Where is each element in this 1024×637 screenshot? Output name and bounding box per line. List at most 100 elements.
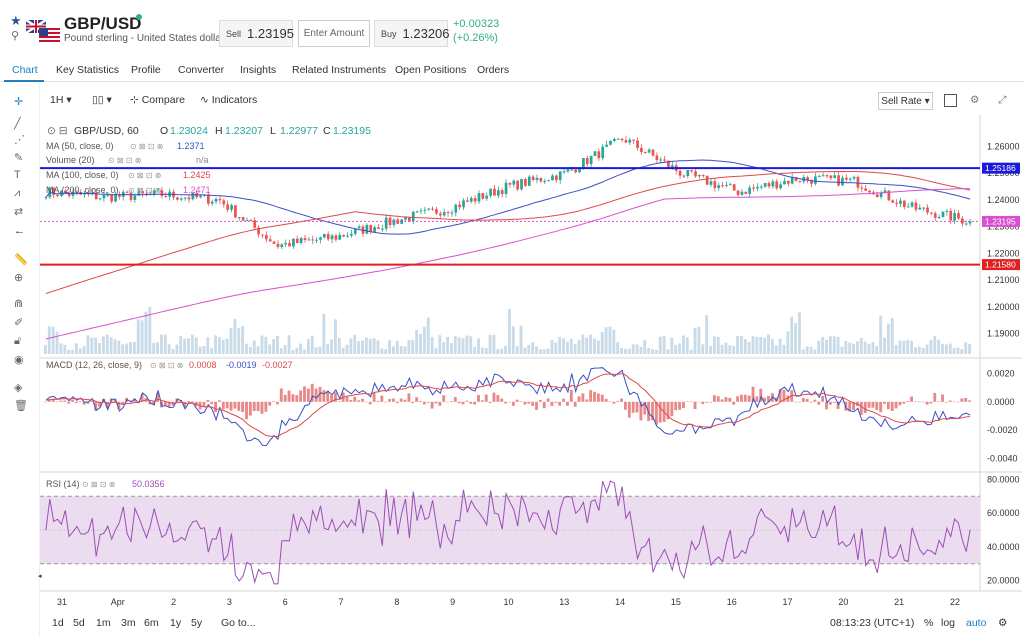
layers-icon[interactable]: ◈ [14, 382, 23, 394]
candle-body [539, 177, 543, 182]
compare-button[interactable]: ⊹ Compare [130, 94, 185, 106]
candle-body [941, 211, 945, 218]
fullscreen-icon[interactable]: ⤢ [998, 94, 1007, 106]
sell-rate-select[interactable]: Sell Rate ▾ [878, 92, 933, 110]
back-arrow-icon[interactable]: ← [14, 225, 25, 237]
macd-hist-bar [519, 401, 523, 402]
legend-controls-icon[interactable]: ⊙ ⊠ ⊡ ⊗ [108, 156, 141, 165]
pattern-icon[interactable]: ⩘ [14, 187, 21, 199]
buy-price-button[interactable]: Buy 1.23206 [374, 20, 450, 47]
legend-toggle-icon[interactable]: ⊙ ⊟ [47, 125, 68, 137]
crosshair-icon[interactable]: ✛ [14, 96, 24, 108]
range-6m[interactable]: 6m [144, 617, 159, 629]
macd-hist-bar [736, 396, 739, 402]
volume-bar [643, 339, 647, 354]
legend-controls-icon[interactable]: ⊙ ⊠ ⊡ ⊗ [130, 142, 163, 151]
candle-body [930, 212, 933, 214]
tab-converter[interactable]: Converter [178, 64, 225, 76]
macd-hist-bar [616, 400, 620, 402]
macd-hist-bar [221, 401, 225, 410]
volume-bar [256, 346, 260, 354]
volume-bar [310, 335, 314, 354]
volume-bar [237, 327, 241, 354]
volume-bar [450, 343, 453, 354]
tab-insights[interactable]: Insights [240, 64, 277, 76]
zoom-icon[interactable]: ⊕ [14, 272, 24, 284]
screenshot-toggle[interactable] [944, 94, 957, 107]
sell-price-button[interactable]: Sell 1.23195 [219, 20, 294, 47]
trash-icon[interactable]: 🗑︎ [14, 400, 28, 412]
range-1m[interactable]: 1m [96, 617, 111, 629]
volume-bar [206, 337, 210, 354]
candle-body [640, 147, 643, 152]
log-toggle[interactable]: log [941, 617, 956, 629]
prediction-icon[interactable]: ⇄ [14, 206, 24, 218]
candle-body [891, 200, 895, 203]
tab-related-instruments[interactable]: Related Instruments [292, 64, 386, 76]
macd-hist-bar [399, 398, 403, 402]
legend-controls-icon[interactable]: ⊙ ⊠ ⊡ ⊗ [82, 480, 115, 489]
lock-icon[interactable]: 🔓︎ [14, 335, 22, 347]
candle-body [338, 234, 342, 240]
tab-open-positions[interactable]: Open Positions [395, 64, 467, 76]
macd-hist-bar [465, 400, 469, 402]
indicators-button[interactable]: ∿ Indicators [200, 94, 258, 106]
percent-toggle[interactable]: % [924, 617, 934, 629]
candle-body [636, 140, 639, 148]
ma100-label: MA (100, close, 0) [46, 170, 119, 180]
eye-icon[interactable]: ◉ [14, 354, 24, 366]
magnet-icon[interactable]: ⋒ [14, 298, 24, 310]
range-1y[interactable]: 1y [170, 617, 182, 629]
pin-icon[interactable]: ⚲ [11, 30, 20, 42]
text-icon[interactable]: T [14, 169, 21, 181]
volume-bar [442, 341, 446, 354]
volume-bar [500, 348, 504, 354]
macd-hist-bar [500, 398, 504, 402]
macd-hist-bar [867, 401, 871, 408]
macd-hist-bar [113, 399, 117, 402]
amount-input[interactable]: Enter Amount [298, 20, 370, 47]
scroll-left-icon[interactable]: ◂ [38, 573, 42, 580]
candle-body [264, 234, 268, 240]
range-1d[interactable]: 1d [52, 617, 64, 629]
volume-bar [682, 335, 685, 354]
fib-icon[interactable]: ⋰ [14, 134, 25, 146]
volume-bar [948, 343, 952, 354]
legend-l-value: 1.22977 [280, 125, 318, 137]
candle-body [844, 177, 848, 180]
tab-chart[interactable]: Chart [12, 64, 38, 76]
volume-bar [252, 340, 256, 354]
range-5d[interactable]: 5d [73, 617, 85, 629]
price-chart[interactable]: ⊙ ⊟ GBP/USD, 60 O 1.23024 H 1.23207 L 1.… [0, 115, 1024, 611]
candle-body [230, 205, 233, 210]
legend-controls-icon[interactable]: ⊙ ⊠ ⊡ ⊗ [150, 361, 183, 370]
interval-select[interactable]: 1H ▾ [50, 94, 72, 106]
ma50-value: 1.2371 [177, 141, 205, 151]
tab-orders[interactable]: Orders [477, 64, 510, 76]
range-5y[interactable]: 5y [191, 617, 203, 629]
goto-button[interactable]: Go to... [221, 617, 256, 629]
legend-controls-icon[interactable]: ⊙ ⊠ ⊡ ⊗ [128, 186, 161, 195]
star-icon[interactable]: ★ [10, 13, 22, 28]
volume-bar [82, 346, 86, 354]
chart-settings-gear-icon[interactable]: ⚙ [998, 617, 1008, 629]
range-3m[interactable]: 3m [121, 617, 136, 629]
trend-line-icon[interactable]: ╱ [14, 118, 21, 130]
brush-icon[interactable]: ✎ [14, 152, 24, 164]
macd-hist-bar [589, 390, 593, 402]
ruler-icon[interactable]: 📏 [14, 254, 28, 266]
macd-hist-bar [701, 401, 705, 405]
candle-body [817, 176, 821, 178]
lock-drawing-icon[interactable]: ✐ [14, 317, 24, 329]
chart-type-select[interactable]: ▯▯ ▾ [92, 94, 112, 106]
legend-controls-icon[interactable]: ⊙ ⊠ ⊡ ⊗ [128, 171, 161, 180]
active-tab-underline [4, 80, 44, 82]
volume-bar [306, 338, 310, 354]
macd-hist-bar [163, 401, 167, 407]
auto-toggle[interactable]: auto [966, 617, 987, 629]
macd-value-line: -0.0019 [226, 360, 257, 370]
settings-gear-icon[interactable]: ⚙ [970, 94, 980, 106]
volume-bar [805, 346, 809, 354]
tab-key-statistics[interactable]: Key Statistics [56, 64, 120, 76]
tab-profile[interactable]: Profile [131, 64, 161, 76]
